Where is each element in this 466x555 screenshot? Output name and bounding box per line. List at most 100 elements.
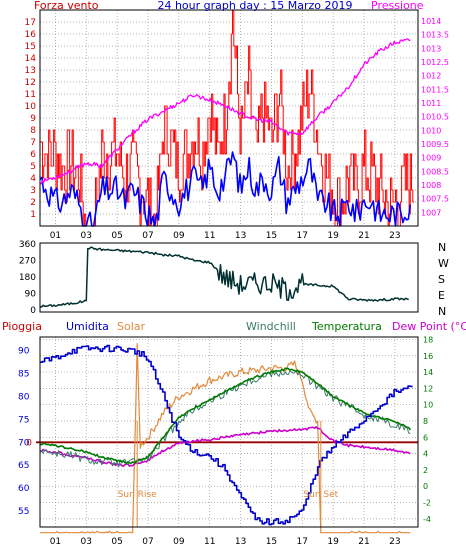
y-left-tick-label: 60 — [18, 484, 30, 494]
plot-frame-direction — [39, 242, 419, 313]
dew-point-series — [39, 426, 411, 467]
y-right-tick-label: 1013 — [421, 44, 441, 53]
y-left-tick-label: 55 — [18, 507, 29, 517]
x-tick-label: 01 — [50, 537, 61, 547]
y-left-tick-label: 7 — [30, 138, 36, 148]
y-right-tick-label: -4 — [423, 515, 431, 524]
y-right-tick-label: 10 — [423, 401, 433, 410]
y-right-tick-label: 1010.5 — [421, 113, 449, 122]
y-right-tick-label: 2 — [423, 466, 428, 475]
solar-series — [40, 343, 411, 534]
right-axis-title: Pressione — [371, 0, 424, 12]
x-tick-label: 03 — [81, 231, 92, 241]
compass-label: S — [438, 273, 445, 286]
y-left-tick-label: 12 — [25, 78, 36, 88]
y-left-tick-label: 11 — [25, 90, 36, 100]
windchill-series — [39, 369, 411, 468]
direction-tick-label: 0 — [30, 306, 36, 316]
legend-rain: Pioggia — [2, 320, 42, 333]
direction-tick-label: 270 — [19, 257, 36, 267]
y-left-tick-label: 14 — [25, 54, 37, 64]
y-left-tick-label: 13 — [25, 66, 36, 76]
sunrise-label: Sun Rise — [118, 490, 157, 500]
plot-frame-bottom — [39, 336, 419, 528]
compass-label: E — [438, 289, 445, 302]
x-tick-label: 19 — [327, 537, 339, 547]
x-tick-label: 21 — [358, 537, 369, 547]
x-tick-label: 01 — [50, 231, 61, 241]
x-tick-label: 17 — [297, 537, 308, 547]
temperature-series — [39, 367, 411, 464]
direction-tick-label: 360 — [19, 240, 36, 250]
y-right-tick-label: 8 — [423, 417, 428, 426]
sunset-label: Sun Set — [303, 490, 338, 500]
x-tick-label: 05 — [111, 537, 122, 547]
wind-direction-series — [39, 246, 409, 308]
x-tick-label: 07 — [142, 537, 153, 547]
y-right-tick-label: 1014 — [421, 17, 441, 26]
y-left-tick-label: 8 — [30, 126, 36, 136]
y-right-tick-label: 1009.5 — [421, 140, 449, 149]
y-right-tick-label: 1007 — [421, 208, 441, 217]
legend-windchill: Windchill — [246, 320, 296, 333]
y-right-tick-label: 6 — [423, 433, 428, 442]
y-right-tick-label: 16 — [423, 352, 433, 361]
plot-frame-top — [39, 9, 419, 227]
wind-speed-series — [40, 9, 414, 227]
x-tick-label: 15 — [266, 231, 277, 241]
y-right-tick-label: 18 — [423, 335, 433, 344]
y-right-tick-label: -2 — [423, 499, 431, 508]
y-right-tick-label: 1011.5 — [421, 85, 449, 94]
x-tick-label: 03 — [81, 537, 92, 547]
y-right-tick-label: 14 — [423, 368, 433, 377]
x-tick-label: 13 — [235, 231, 246, 241]
y-right-tick-label: 1009 — [421, 154, 441, 163]
y-right-tick-label: 1007.5 — [421, 195, 449, 204]
compass-label: N — [438, 241, 446, 254]
x-tick-label: 11 — [204, 537, 215, 547]
y-right-tick-label: 1012 — [421, 72, 441, 81]
y-right-tick-label: 1008.5 — [421, 167, 449, 176]
y-right-tick-label: 1012.5 — [421, 58, 449, 67]
y-left-tick-label: 90 — [18, 347, 30, 357]
y-left-tick-label: 2 — [30, 198, 36, 208]
y-left-tick-label: 80 — [18, 393, 30, 403]
x-tick-label: 15 — [266, 537, 277, 547]
y-left-tick-label: 16 — [25, 30, 37, 40]
left-axis-title: Forza vento — [34, 0, 99, 12]
y-left-tick-label: 65 — [18, 461, 29, 471]
legend-temperature: Temperatura — [311, 320, 382, 333]
y-right-tick-label: 1011 — [421, 99, 441, 108]
x-tick-label: 21 — [358, 231, 369, 241]
y-left-tick-label: 9 — [30, 114, 36, 124]
y-left-tick-label: 3 — [30, 186, 36, 196]
y-left-tick-label: 70 — [18, 438, 30, 448]
y-left-tick-label: 10 — [25, 102, 37, 112]
y-right-tick-label: 1013.5 — [421, 31, 449, 40]
x-tick-label: 07 — [142, 231, 153, 241]
x-tick-label: 17 — [297, 231, 308, 241]
y-left-tick-label: 75 — [18, 415, 29, 425]
legend-solar: Solar — [117, 320, 146, 333]
compass-label: N — [438, 305, 446, 318]
rain-zero-label: 0 — [26, 438, 32, 448]
x-tick-label: 05 — [111, 231, 122, 241]
x-tick-label: 13 — [235, 537, 246, 547]
y-left-tick-label: 17 — [25, 18, 36, 28]
legend-dewpoint: Dew Point (°C) — [392, 320, 466, 333]
y-right-tick-label: 1010 — [421, 126, 441, 135]
direction-tick-label: 180 — [19, 273, 36, 283]
x-tick-label: 19 — [327, 231, 339, 241]
chart-title: 24 hour graph day : 15 Marzo 2019 — [157, 0, 352, 12]
wind-average-series — [39, 151, 412, 227]
x-tick-label: 23 — [389, 537, 400, 547]
y-left-tick-label: 6 — [30, 150, 36, 160]
x-tick-label: 23 — [389, 231, 400, 241]
x-tick-label: 11 — [204, 231, 215, 241]
y-right-tick-label: 12 — [423, 384, 433, 393]
x-tick-label: 09 — [173, 231, 185, 241]
y-left-tick-label: 15 — [25, 42, 36, 52]
y-right-tick-label: 0 — [423, 482, 428, 491]
y-right-tick-label: 1008 — [421, 181, 441, 190]
